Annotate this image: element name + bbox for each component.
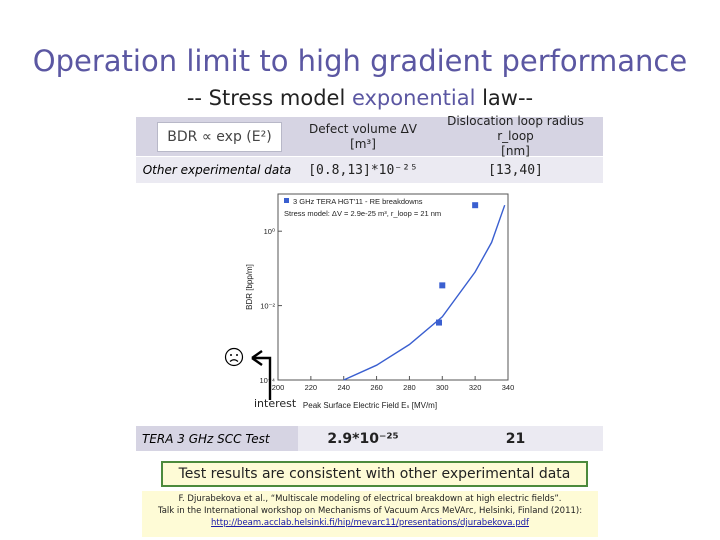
legend-entry-data: 3 GHz TERA HGT'11 - RE breakdowns	[293, 197, 423, 206]
y-tick-label: 10⁻²	[260, 302, 275, 311]
interest-arrow	[251, 350, 272, 400]
reference-line-1: F. Djurabekova et al., “Multiscale model…	[178, 494, 562, 504]
x-tick-label: 260	[370, 383, 383, 392]
subtitle-suffix: law--	[475, 86, 534, 110]
header-defect-volume-label: Defect volume ΔV	[308, 121, 418, 136]
x-tick-label: 280	[403, 383, 416, 392]
header-dislocation-loop: Dislocation loop radius r_loop [nm]	[428, 114, 603, 158]
formula-box: BDR ∝ exp (E²)	[157, 122, 282, 152]
row-other-loop-radius: [13,40]	[428, 157, 603, 183]
stress-model-curve	[343, 204, 506, 381]
header-defect-volume-unit: [m³]	[350, 136, 376, 151]
x-tick-label: 300	[436, 383, 449, 392]
x-tick-label: 200	[272, 383, 285, 392]
header-dislocation-loop-label: Dislocation loop radius r_loop	[447, 114, 584, 143]
slide-subtitle: -- Stress model exponential law--	[0, 86, 720, 110]
row-tera-defect-volume: 2.9*10⁻²⁵	[298, 426, 428, 451]
chart-legend: 3 GHz TERA HGT'11 - RE breakdowns Stress…	[284, 197, 441, 218]
row-other-label: Other experimental data	[142, 163, 292, 177]
conclusion-box: Test results are consistent with other e…	[161, 461, 588, 487]
y-tick-label: 10⁻⁴	[259, 376, 275, 385]
reference-link[interactable]: http://beam.acclab.helsinki.fi/hip/mevar…	[211, 518, 529, 528]
data-point	[439, 282, 446, 289]
row-tera-label-cell: TERA 3 GHz SCC Test	[136, 426, 298, 451]
data-point	[436, 319, 442, 326]
reference-line-2: Talk in the International workshop on Me…	[157, 506, 583, 516]
sad-face-icon	[224, 347, 244, 367]
data-point	[472, 202, 479, 209]
header-defect-volume: Defect volume ΔV [m³]	[298, 117, 428, 156]
slide-title: Operation limit to high gradient perform…	[32, 44, 688, 78]
legend-marker	[284, 198, 289, 203]
row-tera-label: TERA 3 GHz SCC Test	[142, 431, 270, 446]
interest-label: interest	[254, 397, 297, 410]
row-other-defect-volume: [0.8,13]*10⁻²⁵	[298, 157, 428, 183]
x-tick-label: 220	[305, 383, 318, 392]
bdr-chart: 200 220 240 260 280 300 320 340 10⁰ 10⁻² 10⁻⁴ 3 G…	[245, 193, 515, 410]
y-tick-label: 10⁰	[264, 227, 275, 236]
x-axis-label: Peak Surface Electric Field Eₛ [MV/m]	[303, 401, 437, 410]
subtitle-accent: exponential	[351, 86, 476, 110]
header-dislocation-loop-unit: [nm]	[501, 144, 530, 158]
subtitle-prefix: -- Stress model	[186, 86, 352, 110]
x-tick-label: 340	[502, 383, 515, 392]
y-axis-label: BDR [bpp/m]	[245, 264, 254, 310]
reference-box: F. Djurabekova et al., “Multiscale model…	[142, 491, 598, 537]
x-tick-label: 240	[337, 383, 350, 392]
row-tera-loop-radius: 21	[428, 426, 603, 451]
legend-entry-model: Stress model: ΔV = 2.9e-25 m³, r_loop = …	[284, 209, 441, 218]
row-other-label-cell: Other experimental data	[136, 157, 298, 183]
plot-frame	[277, 193, 509, 381]
x-tick-label: 320	[469, 383, 482, 392]
